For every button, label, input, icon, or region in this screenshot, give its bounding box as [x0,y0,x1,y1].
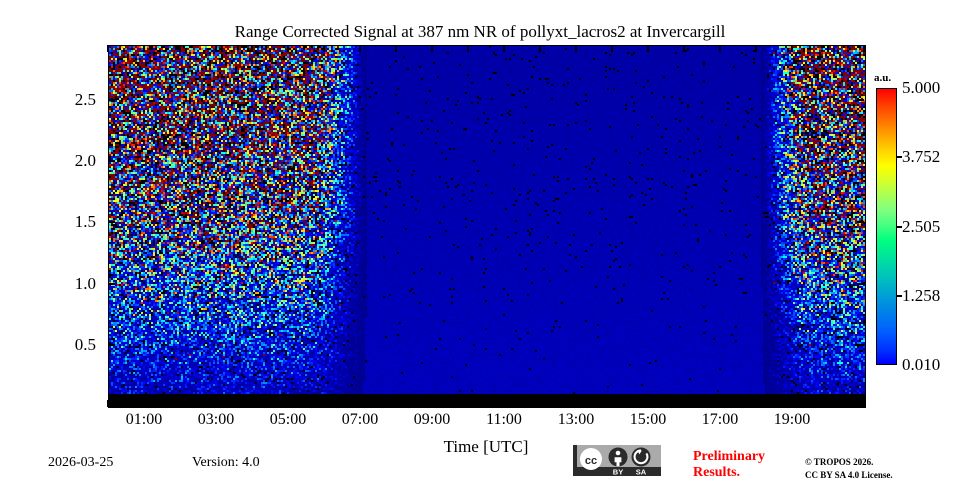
x-tick-mark [683,400,685,407]
x-tick-mark [287,45,289,52]
page-title: Range Corrected Signal at 387 nm NR of p… [234,22,726,41]
colorbar-tick-mark [897,225,902,228]
colorbar-tick-mark [897,156,902,159]
y-tick-label: 1.0 [74,273,96,293]
x-tick-mark [719,400,721,407]
colorbar-tick-label: 5.000 [902,78,941,97]
badge-by-label: BY [613,468,623,477]
x-tick-mark [683,45,685,52]
x-tick-label: 05:00 [269,411,307,428]
y-tick-mark [108,99,115,102]
creative-commons-badge-icon: cc BY SA [573,445,661,476]
x-tick-mark [791,400,793,407]
colorbar-tick-label: 3.752 [902,147,941,167]
colorbar-gradient [876,88,897,365]
x-tick-mark [539,400,541,407]
x-tick-mark [503,45,505,52]
x-tick-label: 11:00 [486,411,522,428]
x-tick-mark [431,45,433,52]
copyright-line-2: CC BY SA 4.0 License. [805,470,893,481]
x-tick-mark [179,400,181,407]
x-tick-mark [755,45,757,52]
x-tick-label: 17:00 [701,411,739,428]
x-tick-mark [287,400,289,407]
colorbar-tick-label: 0.010 [902,355,941,374]
y-tick-mark [108,343,115,346]
x-tick-mark [611,45,613,52]
x-tick-mark [215,45,217,52]
x-tick-mark [575,45,577,52]
x-tick-mark [107,45,109,52]
x-tick-label: 07:00 [341,411,379,428]
colorbar-tick-label: 2.505 [902,216,941,236]
x-tick-label: 13:00 [557,411,595,428]
x-tick-mark [827,400,829,407]
x-tick-mark [791,45,793,52]
x-tick-mark [143,400,145,407]
preliminary-results-notice: Preliminary Results. [693,449,765,481]
x-tick-mark [107,400,109,407]
x-tick-mark [467,45,469,52]
copyright-line-1: © TROPOS 2026. [805,457,874,467]
x-tick-mark [395,400,397,407]
y-tick-label: 0.5 [74,334,96,354]
x-tick-mark [863,45,865,52]
x-tick-mark [827,45,829,52]
x-tick-label: 15:00 [629,411,667,428]
y-tick-mark [108,282,115,285]
badge-sa-label: SA [636,468,647,477]
y-tick-mark [108,221,115,224]
x-tick-mark [431,400,433,407]
y-tick-mark [857,221,864,224]
colorbar [876,88,897,365]
x-tick-label: 19:00 [773,411,811,428]
x-tick-mark [143,45,145,52]
x-tick-mark [647,400,649,407]
x-tick-mark [251,45,253,52]
y-tick-label: 1.5 [74,212,96,232]
x-tick-mark [251,400,253,407]
footer-version: Version: 4.0 [192,455,260,470]
heatmap-image [109,46,865,407]
x-tick-mark [575,400,577,407]
x-tick-label: 01:00 [125,411,163,428]
x-tick-mark [719,45,721,52]
x-tick-mark [323,400,325,407]
x-tick-label: 09:00 [413,411,451,428]
y-tick-mark [108,160,115,163]
y-tick-mark [857,160,864,163]
preliminary-line-2: Results. [693,465,741,481]
copyright-notice: © TROPOS 2026. CC BY SA 4.0 License. [805,456,893,482]
x-tick-mark [503,400,505,407]
y-tick-mark [857,99,864,102]
preliminary-line-1: Preliminary [693,449,766,464]
heatmap-axes [108,45,866,408]
y-tick-mark [857,282,864,285]
x-tick-mark [215,400,217,407]
footer-date: 2026-03-25 [48,455,114,470]
x-tick-mark [395,45,397,52]
y-tick-mark [857,343,864,346]
x-tick-mark [359,45,361,52]
x-axis-label: Time [UTC] [443,437,529,456]
x-tick-mark [611,400,613,407]
x-tick-mark [467,400,469,407]
x-tick-mark [359,400,361,407]
x-tick-mark [647,45,649,52]
x-tick-mark [179,45,181,52]
colorbar-tick-mark [897,294,902,297]
x-tick-label: 03:00 [197,411,235,428]
x-tick-mark [755,400,757,407]
svg-text:cc: cc [585,455,597,467]
x-tick-mark [323,45,325,52]
y-tick-label: 2.5 [74,90,96,110]
x-tick-mark [863,400,865,407]
colorbar-tick-label: 1.258 [902,285,941,305]
colorbar-unit-label: a.u. [874,72,892,84]
x-tick-mark [539,45,541,52]
y-tick-label: 2.0 [74,151,96,171]
